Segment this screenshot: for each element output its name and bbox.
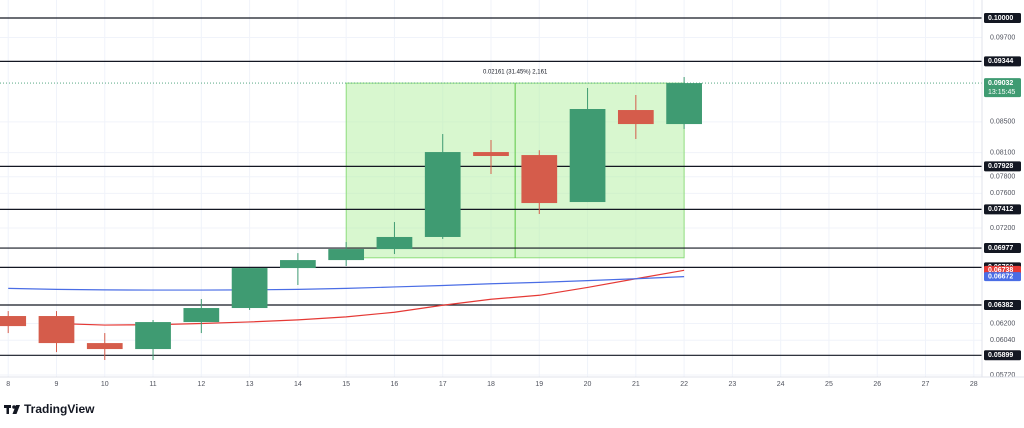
candle-body — [0, 316, 27, 327]
measure-label: 0.02161 (31.45%) 2,161 — [483, 70, 548, 76]
x-tick-label: 21 — [632, 381, 640, 388]
level-label-box — [984, 243, 1021, 254]
level-label-box — [984, 161, 1021, 172]
level-label-box — [984, 13, 1021, 24]
x-tick-label: 20 — [584, 381, 592, 388]
y-tick-label: 0.08500 — [990, 119, 1015, 126]
candle-body — [569, 109, 606, 203]
level-label: 0.07928 — [988, 163, 1013, 170]
x-tick-label: 25 — [825, 381, 833, 388]
moving-average-label: 0.06738 — [988, 267, 1013, 274]
x-tick-label: 10 — [101, 381, 109, 388]
x-tick-label: 19 — [535, 381, 543, 388]
level-label: 0.06977 — [988, 245, 1013, 252]
y-tick-label: 0.07600 — [990, 190, 1015, 197]
current-price-box — [984, 78, 1021, 98]
candle-body — [376, 236, 413, 250]
x-tick-label: 23 — [728, 381, 736, 388]
level-label: 0.05899 — [988, 352, 1013, 359]
x-tick-label: 27 — [922, 381, 930, 388]
moving-average-line — [8, 276, 685, 291]
y-tick-label: 0.06040 — [990, 337, 1015, 344]
level-label: 0.07412 — [988, 206, 1013, 213]
candle-body — [666, 83, 702, 125]
x-tick-label: 22 — [680, 381, 688, 388]
moving-average-line — [56, 269, 685, 326]
candle-body — [280, 260, 316, 269]
level-label: 0.10000 — [988, 15, 1013, 22]
x-tick-label: 18 — [487, 381, 495, 388]
candle-body — [328, 249, 365, 261]
x-tick-label: 13 — [246, 381, 254, 388]
x-tick-label: 26 — [873, 381, 881, 388]
candle-body — [231, 268, 268, 309]
x-tick-label: 11 — [149, 381, 156, 388]
x-tick-label: 15 — [342, 381, 350, 388]
x-tick-label: 28 — [970, 381, 978, 388]
level-label-box — [984, 300, 1021, 311]
y-tick-label: 0.07200 — [990, 225, 1015, 232]
logo-slash — [12, 405, 20, 414]
level-label-box — [984, 350, 1021, 361]
x-tick-label: 24 — [777, 381, 785, 388]
y-tick-label: 0.06200 — [990, 320, 1015, 327]
y-tick-label: 0.08100 — [990, 150, 1015, 157]
level-label-box — [984, 56, 1021, 67]
candle-body — [424, 152, 461, 237]
y-tick-label: 0.07800 — [990, 174, 1015, 181]
x-tick-label: 9 — [55, 381, 59, 388]
level-label: 0.06382 — [988, 302, 1013, 309]
x-tick-label: 16 — [391, 381, 399, 388]
candle-layer — [0, 77, 702, 360]
brand-name: TradingView — [24, 402, 95, 416]
candle-body — [521, 155, 558, 204]
level-label-box — [984, 204, 1021, 215]
brand-logo: TradingView — [4, 402, 95, 416]
level-label: 0.09344 — [988, 58, 1013, 65]
logo-stem — [6, 405, 9, 414]
candle-body — [38, 316, 75, 344]
candle-body — [473, 152, 509, 157]
x-tick-label: 14 — [294, 381, 302, 388]
y-tick-label: 0.05720 — [990, 372, 1015, 379]
candle-body — [617, 110, 654, 125]
x-tick-label: 8 — [6, 381, 10, 388]
axis-layer: 8 9 10 11 12 13 14 15 16 17 18 19 20 21 22 23 24 25 26 27 28… — [6, 13, 1021, 388]
moving-average-box — [984, 272, 1021, 282]
moving-average-label: 0.06672 — [988, 273, 1013, 280]
current-price-label: 0.09032 — [988, 80, 1013, 87]
measure-layer: 0.02161 (31.45%) 2,161 — [345, 70, 685, 259]
y-tick-label: 0.09700 — [990, 34, 1015, 41]
candle-body — [86, 343, 123, 350]
countdown-label: 13:15:45 — [988, 89, 1015, 96]
x-tick-label: 12 — [197, 381, 205, 388]
x-tick-label: 17 — [439, 381, 447, 388]
candle-body — [183, 308, 220, 323]
candle-body — [135, 322, 171, 350]
